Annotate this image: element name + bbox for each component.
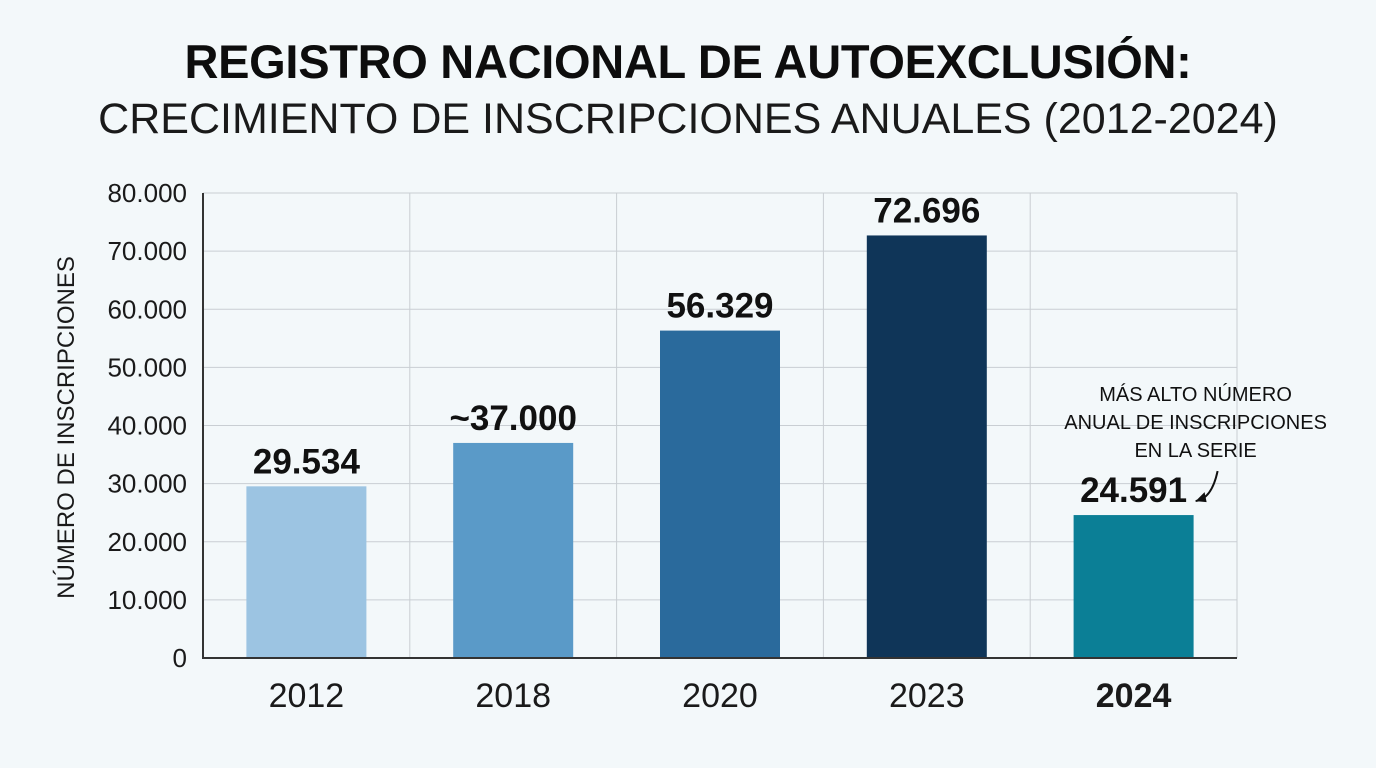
bar-2020 xyxy=(660,330,780,658)
x-tick-label-2018: 2018 xyxy=(475,677,551,715)
y-tick-label: 0 xyxy=(173,643,187,673)
y-axis-title: NÚMERO DE INSCRIPCIONES xyxy=(53,256,80,599)
y-tick-label: 20.000 xyxy=(107,527,187,557)
x-tick-label-2012: 2012 xyxy=(269,677,345,715)
annotation-line: MÁS ALTO NÚMERO xyxy=(1099,383,1292,406)
x-tick-label-2024: 2024 xyxy=(1096,677,1172,715)
grid-lines xyxy=(203,192,1238,658)
bar-2018 xyxy=(453,442,574,658)
y-tick-label: 60.000 xyxy=(107,294,187,324)
x-tick-label-2020: 2020 xyxy=(682,677,758,715)
bar-2024 xyxy=(1073,515,1194,658)
bars xyxy=(246,235,1194,658)
annotation-line: ANUAL DE INSCRIPCIONES xyxy=(1064,412,1327,434)
data-label-2023: 72.696 xyxy=(873,191,980,230)
data-label-2018: ~37.000 xyxy=(449,399,577,438)
data-label-2024: 24.591 xyxy=(1080,471,1187,510)
annotation: MÁS ALTO NÚMERO ANUAL DE INSCRIPCIONES EN … xyxy=(1064,383,1327,503)
bar-2023 xyxy=(866,235,987,658)
chart-subtitle: CRECIMIENTO DE INSCRIPCIONES ANUALES (20… xyxy=(98,95,1278,143)
data-label-2020: 56.329 xyxy=(666,287,773,326)
y-tick-label: 80.000 xyxy=(107,178,187,208)
y-tick-label: 50.000 xyxy=(107,352,187,382)
y-tick-label: 30.000 xyxy=(107,469,187,499)
axes xyxy=(202,193,1237,659)
annotation-arrow xyxy=(1195,470,1219,503)
chart-title: REGISTRO NACIONAL DE AUTOEXCLUSIÓN: xyxy=(184,35,1192,88)
annotation-arrowhead xyxy=(1195,492,1207,503)
y-tick-label: 70.000 xyxy=(107,236,187,266)
labels: 0 10.000 20.000 30.000 40.000 50.000 60.000 70.… xyxy=(53,178,1187,715)
y-tick-label: 40.000 xyxy=(107,411,187,441)
annotation-line: EN LA SERIE xyxy=(1134,440,1256,462)
y-tick-label: 10.000 xyxy=(107,585,187,615)
x-tick-label-2023: 2023 xyxy=(889,677,965,715)
bar-2012 xyxy=(246,486,367,658)
data-label-2012: 29.534 xyxy=(253,442,361,481)
